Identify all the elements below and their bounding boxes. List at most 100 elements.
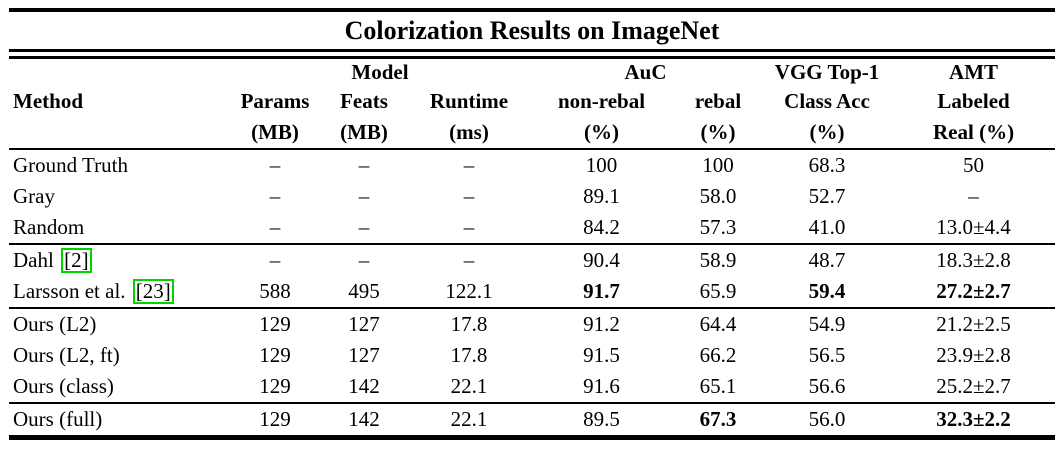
value-cell-labeled: 50 bbox=[963, 153, 985, 177]
table-row-ours-full: Ours (full) 129 142 22.1 89.5 67.3 56.0 32.3±2.… bbox=[9, 403, 1055, 435]
value-cell-non-rebal: 91.7 bbox=[529, 276, 675, 309]
value-cell-runtime: – bbox=[409, 212, 530, 245]
value-cell-feats: – bbox=[319, 212, 409, 245]
value-cell-labeled: 27.2±2.7 bbox=[892, 276, 1056, 309]
value-cell-non-rebal: 91.6 bbox=[529, 371, 675, 404]
col-header-runtime: Runtime bbox=[429, 89, 509, 113]
col-unit-feats: (MB) bbox=[319, 117, 409, 150]
col-header-non-rebal: non-rebal bbox=[557, 89, 646, 113]
method-label: Dahl bbox=[13, 248, 54, 272]
colorization-results-table: Model AuC VGG Top-1 AMT Method Params Feats Ru… bbox=[9, 59, 1056, 435]
col-header-params: Params bbox=[240, 89, 310, 113]
group-header-amt: AMT bbox=[949, 60, 999, 84]
table-header: Model AuC VGG Top-1 AMT Method Params Feats Ru… bbox=[9, 59, 1056, 150]
col-unit-spacer bbox=[9, 117, 231, 150]
col-header-rebal: rebal bbox=[694, 89, 742, 113]
value-cell-rebal: 64.4 bbox=[699, 312, 737, 336]
group-header-model: Model bbox=[351, 60, 409, 84]
value-cell-non-rebal: 90.4 bbox=[583, 248, 620, 272]
method-label: Ground Truth bbox=[13, 153, 128, 177]
value-cell-labeled: 23.9±2.8 bbox=[936, 343, 1011, 367]
table-row-larsson-et-al: Larsson et al. [23] 588 495 122.1 91.7 65.9 59… bbox=[9, 276, 1056, 309]
value-cell-rebal: 57.3 bbox=[674, 212, 763, 245]
method-cell: Ours (full) bbox=[9, 403, 231, 435]
value-cell-class-acc: 41.0 bbox=[762, 212, 893, 245]
value-cell-class-acc: 56.6 bbox=[762, 371, 893, 404]
value-cell-class-acc: 56.5 bbox=[808, 343, 846, 367]
method-cell: Ours (L2, ft) bbox=[9, 340, 231, 371]
method-cell: Ground Truth bbox=[9, 149, 231, 181]
value-cell-params: – bbox=[269, 153, 281, 177]
value-cell-non-rebal: 91.2 bbox=[583, 312, 620, 336]
paper-table-figure: Colorization Results on ImageNet Model Au… bbox=[9, 8, 1056, 440]
table-row-ours-l2-ft: Ours (L2, ft) 129 127 17.8 91.5 66.2 56.5 23.9±… bbox=[9, 340, 1055, 371]
bottom-rule bbox=[9, 435, 1055, 440]
value-cell-params: – bbox=[269, 184, 281, 208]
value-cell-labeled: 18.3±2.8 bbox=[936, 248, 1011, 272]
value-cell-runtime: 122.1 bbox=[409, 276, 530, 309]
value-cell-labeled: 25.2±2.7 bbox=[892, 371, 1056, 404]
method-label: Ours (full) bbox=[13, 407, 103, 431]
value-cell-rebal: 67.3 bbox=[699, 407, 737, 431]
value-cell-feats: – bbox=[358, 248, 370, 272]
value-cell-labeled: 13.0±4.4 bbox=[892, 212, 1056, 245]
value-cell-runtime: – bbox=[463, 153, 475, 177]
value-cell-rebal: 58.0 bbox=[699, 184, 737, 208]
value-cell-class-acc: 52.7 bbox=[808, 184, 846, 208]
citation-link[interactable]: [23] bbox=[132, 279, 174, 304]
unit-header-row: (MB) (MB) (ms) (%) (%) (%) Real (%) bbox=[9, 117, 1056, 150]
value-cell-class-acc: 54.9 bbox=[808, 312, 846, 336]
value-cell-runtime: – bbox=[463, 248, 475, 272]
citation-link[interactable]: [2] bbox=[61, 248, 92, 273]
col-unit-labeled: Real (%) bbox=[892, 117, 1056, 150]
value-cell-labeled: 32.3±2.2 bbox=[936, 407, 1011, 431]
value-cell-params: – bbox=[231, 212, 319, 245]
value-cell-feats: – bbox=[358, 184, 370, 208]
col-header-labeled: Labeled bbox=[937, 89, 1010, 113]
value-cell-non-rebal: 91.5 bbox=[583, 343, 620, 367]
col-unit-class-acc: (%) bbox=[762, 117, 893, 150]
method-label: Gray bbox=[13, 184, 55, 208]
col-header-class-acc: Class Acc bbox=[784, 89, 870, 113]
group-header-auc: AuC bbox=[624, 60, 667, 84]
method-label: Ours (L2) bbox=[13, 312, 97, 336]
value-cell-params: 129 bbox=[259, 312, 291, 336]
col-unit-rebal: (%) bbox=[674, 117, 763, 150]
value-cell-non-rebal: 84.2 bbox=[529, 212, 675, 245]
group-header-spacer bbox=[9, 59, 231, 86]
value-cell-class-acc: 68.3 bbox=[808, 153, 846, 177]
method-label: Ours (class) bbox=[13, 374, 114, 398]
value-cell-labeled: – bbox=[968, 184, 979, 208]
method-cell: Ours (class) bbox=[9, 371, 231, 404]
value-cell-params: 588 bbox=[231, 276, 319, 309]
value-cell-params: 129 bbox=[231, 371, 319, 404]
value-cell-class-acc: 48.7 bbox=[808, 248, 846, 272]
value-cell-feats: 127 bbox=[348, 343, 380, 367]
group-header-row: Model AuC VGG Top-1 AMT bbox=[9, 59, 1055, 86]
value-cell-feats: – bbox=[358, 153, 370, 177]
table-body: Ground Truth – – –100 100 68.3 50 Gray – – –89.1 58… bbox=[9, 149, 1056, 435]
col-header-feats: Feats bbox=[340, 89, 388, 113]
top-rule bbox=[9, 8, 1055, 12]
value-cell-runtime: 22.1 bbox=[409, 371, 530, 404]
value-cell-non-rebal: 89.1 bbox=[583, 184, 620, 208]
table-row-gray: Gray – – – 89.1 58.0 52.7 – bbox=[9, 181, 1055, 212]
col-unit-params: (MB) bbox=[231, 117, 319, 150]
value-cell-non-rebal: 100 bbox=[585, 153, 618, 177]
col-unit-runtime: (ms) bbox=[409, 117, 530, 150]
value-cell-rebal: 100 bbox=[702, 153, 734, 177]
value-cell-class-acc: 56.0 bbox=[808, 407, 846, 431]
table-row-random: Random – – –84.2 57.3 41.0 13.0±4.4 bbox=[9, 212, 1056, 245]
method-cell: Random bbox=[9, 212, 231, 245]
table-row-dahl: Dahl [2] – – – 90.4 58.9 48.7 18.3±2.8 bbox=[9, 244, 1055, 276]
value-cell-feats: 142 bbox=[348, 407, 380, 431]
group-header-vgg-top-1: VGG Top-1 bbox=[774, 60, 880, 84]
double-rule-upper bbox=[9, 49, 1055, 52]
column-header-row: Method Params Feats Runtime non-rebal rebal Cl… bbox=[9, 86, 1055, 117]
method-cell: Gray bbox=[9, 181, 231, 212]
table-title: Colorization Results on ImageNet bbox=[344, 16, 720, 45]
method-label: Random bbox=[13, 215, 85, 239]
value-cell-runtime: – bbox=[463, 184, 475, 208]
value-cell-labeled: 21.2±2.5 bbox=[936, 312, 1011, 336]
value-cell-params: 129 bbox=[259, 407, 291, 431]
